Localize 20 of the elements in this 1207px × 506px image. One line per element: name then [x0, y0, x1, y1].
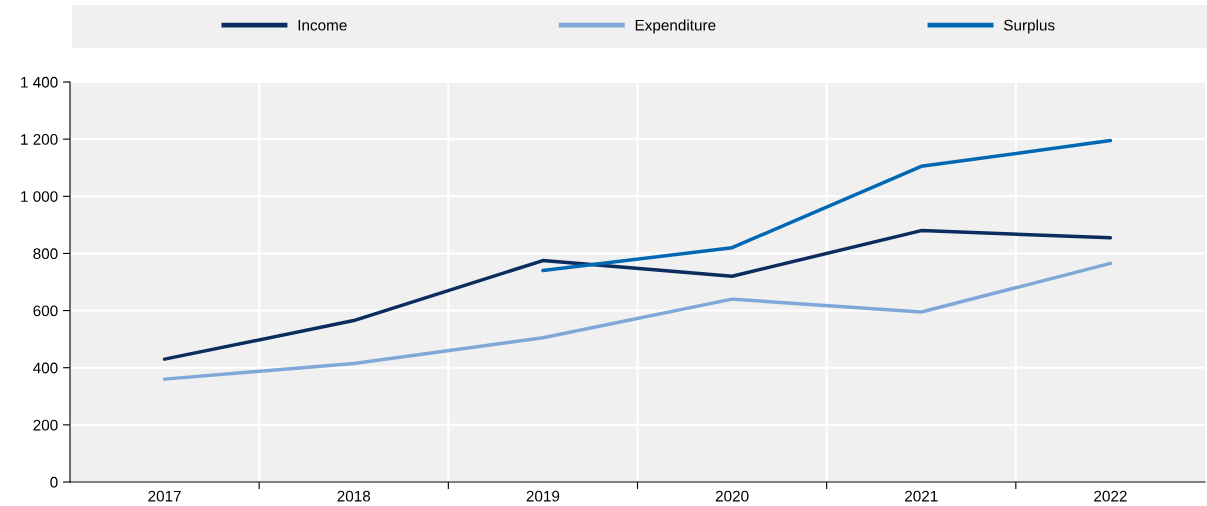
- line-series: [162, 261, 1113, 381]
- y-tick-label: 1 400: [21, 76, 58, 88]
- x-tick-label: 2019: [526, 490, 560, 502]
- legend-label: Surplus: [1004, 19, 1055, 34]
- y-tick-label: 600: [33, 305, 58, 317]
- x-tick-label: 2021: [905, 490, 938, 502]
- y-tick-label: 1 000: [21, 191, 58, 202]
- legend-label: Income: [298, 19, 347, 31]
- x-tick-label: 2022: [1094, 490, 1127, 502]
- x-tick-label: 2017: [148, 490, 181, 502]
- line-series: [162, 228, 1113, 361]
- line-series: [541, 138, 1113, 273]
- y-tick-label: 800: [33, 248, 58, 260]
- y-tick-label: 200: [33, 419, 58, 431]
- y-tick-label: 0: [50, 476, 58, 488]
- legend-label: Expenditure: [635, 19, 716, 34]
- x-tick-label: 2020: [715, 490, 749, 502]
- y-tick-label: 400: [33, 362, 58, 374]
- x-tick-label: 2018: [337, 490, 371, 502]
- y-tick-label: 1 200: [21, 134, 58, 145]
